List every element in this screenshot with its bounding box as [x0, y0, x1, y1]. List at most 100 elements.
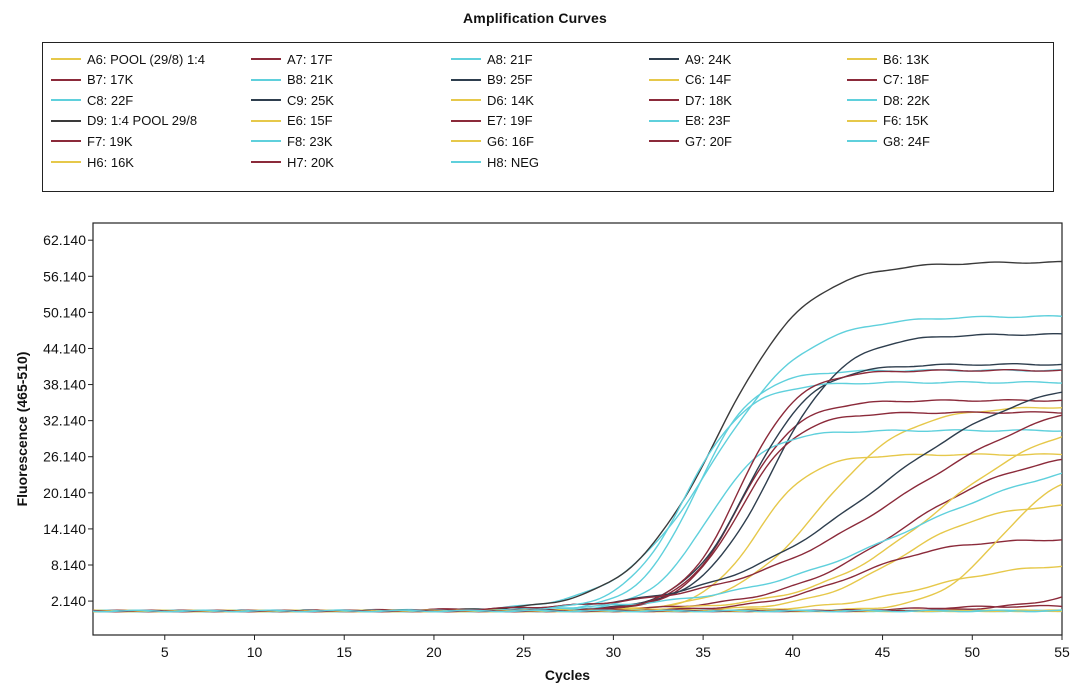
legend-label: H7: 20K [287, 154, 334, 170]
legend-item: H8: NEG [451, 153, 539, 171]
legend-item: E7: 19F [451, 112, 533, 130]
legend-item: E8: 23F [649, 112, 731, 130]
legend-label: D6: 14K [487, 92, 534, 108]
legend-item: G7: 20F [649, 132, 732, 150]
legend-item: A7: 17F [251, 50, 333, 68]
legend-item: A8: 21F [451, 50, 533, 68]
legend-label: B8: 21K [287, 72, 334, 88]
legend-swatch [51, 78, 81, 81]
chart-legend: A6: POOL (29/8) 1:4 A7: 17F A8: 21F A9: 24K… [42, 42, 1054, 192]
legend-item: B7: 17K [51, 71, 133, 89]
legend-swatch [847, 140, 877, 143]
legend-label: D9: 1:4 POOL 29/8 [87, 113, 198, 129]
y-axis-label: Fluorescence (465-510) [14, 352, 30, 507]
x-tick-label: 55 [1054, 644, 1070, 660]
legend-item: D9: 1:4 POOL 29/8 [51, 112, 197, 130]
legend-swatch [451, 140, 481, 143]
legend-label: C8: 22F [87, 92, 134, 108]
legend-swatch [251, 140, 281, 143]
legend-swatch [451, 99, 481, 102]
legend-item: G6: 16F [451, 132, 534, 150]
legend-item: A9: 24K [649, 50, 731, 68]
legend-swatch [847, 119, 877, 122]
x-tick-label: 20 [426, 644, 442, 660]
legend-label: F8: 23K [287, 133, 333, 149]
legend-swatch [51, 99, 81, 102]
x-tick-label: 5 [161, 644, 169, 660]
series-line [93, 609, 1062, 613]
legend-label: E6: 15F [287, 113, 333, 129]
legend-swatch [251, 119, 281, 122]
legend-swatch [847, 78, 877, 81]
y-tick-label: 50.140 [43, 304, 86, 320]
legend-swatch [251, 99, 281, 102]
chart-title: Amplification Curves [462, 10, 608, 26]
legend-item: F6: 15K [847, 112, 929, 130]
legend-item: D6: 14K [451, 91, 534, 109]
legend-label: E8: 23F [685, 113, 731, 129]
legend-item: B6: 13K [847, 50, 929, 68]
legend-swatch [51, 161, 81, 163]
legend-item: G8: 24F [847, 132, 930, 150]
legend-item: F7: 19K [51, 132, 133, 150]
legend-label: B6: 13K [883, 51, 930, 67]
legend-item: C7: 18F [847, 71, 929, 89]
legend-swatch [649, 99, 679, 102]
legend-item: C8: 22F [51, 91, 133, 109]
x-tick-label: 35 [695, 644, 711, 660]
legend-label: H6: 16K [87, 154, 134, 170]
y-tick-label: 56.140 [43, 268, 86, 284]
legend-swatch [251, 58, 281, 60]
x-tick-label: 15 [336, 644, 352, 660]
x-axis-label: Cycles [545, 667, 590, 683]
legend-label: H8: NEG [487, 154, 540, 170]
legend-label: C7: 18F [883, 72, 930, 88]
legend-swatch [649, 140, 679, 143]
legend-label: G6: 16F [487, 133, 534, 149]
plot-frame [92, 222, 1063, 636]
y-tick-label: 2.140 [51, 593, 86, 609]
legend-label: B7: 17K [87, 72, 134, 88]
y-tick-label: 32.140 [43, 413, 86, 429]
legend-swatch [51, 140, 81, 143]
legend-swatch [649, 78, 679, 81]
y-tick-label: 20.140 [43, 485, 86, 501]
legend-label: D7: 18K [685, 92, 732, 108]
legend-label: A7: 17F [287, 51, 333, 67]
legend-label: C9: 25K [287, 92, 334, 108]
legend-swatch [251, 161, 281, 163]
legend-label: B9: 25F [487, 72, 533, 88]
legend-swatch [451, 119, 481, 122]
y-tick-label: 8.140 [51, 557, 86, 573]
x-tick-label: 45 [875, 644, 891, 660]
legend-swatch [451, 161, 481, 163]
legend-item: B8: 21K [251, 71, 333, 89]
legend-label: F6: 15K [883, 113, 929, 129]
legend-label: G7: 20F [685, 133, 732, 149]
y-tick-label: 38.140 [43, 377, 86, 393]
legend-swatch [51, 58, 81, 60]
legend-label: A6: POOL (29/8) 1:4 [87, 51, 206, 67]
y-tick-label: 26.140 [43, 449, 86, 465]
legend-item: H6: 16K [51, 153, 134, 171]
legend-label: F7: 19K [87, 133, 133, 149]
legend-item: H7: 20K [251, 153, 334, 171]
y-tick-label: 62.140 [43, 232, 86, 248]
legend-item: A6: POOL (29/8) 1:4 [51, 50, 205, 68]
legend-label: C6: 14F [685, 72, 732, 88]
legend-swatch [649, 58, 679, 60]
legend-label: G8: 24F [883, 133, 930, 149]
legend-item: B9: 25F [451, 71, 533, 89]
legend-swatch [51, 119, 81, 122]
x-tick-label: 25 [516, 644, 532, 660]
legend-item: C6: 14F [649, 71, 731, 89]
legend-label: A8: 21F [487, 51, 533, 67]
legend-swatch [847, 99, 877, 102]
x-tick-label: 40 [785, 644, 801, 660]
legend-swatch [251, 78, 281, 81]
x-tick-label: 10 [247, 644, 263, 660]
y-tick-label: 44.140 [43, 340, 86, 356]
legend-swatch [451, 78, 481, 81]
legend-item: D8: 22K [847, 91, 930, 109]
